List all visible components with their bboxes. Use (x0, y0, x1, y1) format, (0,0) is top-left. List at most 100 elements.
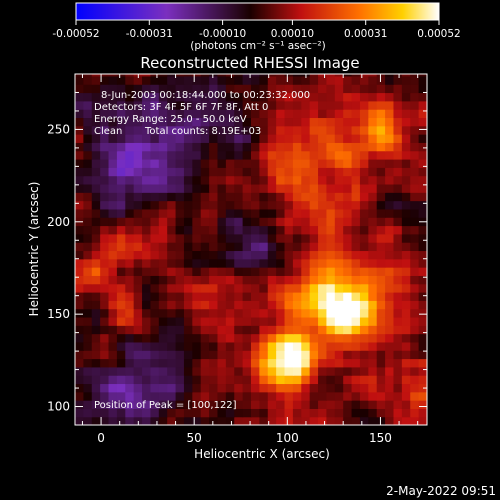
heatmap-cell (284, 350, 294, 360)
heatmap-cell (318, 175, 328, 185)
heatmap-cell (234, 267, 244, 276)
heatmap-cell (309, 383, 319, 393)
heatmap-cell (309, 75, 319, 85)
heatmap-cell (334, 109, 344, 119)
heatmap-cell (150, 158, 160, 168)
heatmap-cell (259, 217, 269, 227)
heatmap-cell (167, 242, 177, 252)
heatmap-cell (234, 341, 244, 351)
heatmap-cell (225, 84, 235, 94)
heatmap-cell (401, 300, 411, 310)
heatmap-cell (376, 125, 386, 135)
heatmap-cell (192, 117, 202, 127)
heatmap-cell (116, 383, 126, 393)
heatmap-cell (318, 408, 328, 418)
heatmap-cell (108, 258, 118, 268)
heatmap-cell (368, 400, 378, 409)
heatmap-cell (108, 308, 118, 318)
heatmap-cell (301, 333, 311, 343)
heatmap-cell (133, 75, 143, 85)
heatmap-cell (292, 267, 302, 276)
heatmap-cell (158, 366, 168, 376)
heatmap-cell (192, 283, 202, 293)
heatmap-cell (209, 400, 219, 409)
heatmap-cell (200, 258, 210, 268)
heatmap-cell (343, 350, 353, 360)
heatmap-cell (225, 366, 235, 376)
heatmap-cell (267, 142, 277, 152)
heatmap-cell (108, 333, 118, 343)
heatmap-cell (234, 391, 244, 401)
heatmap-cell (410, 308, 420, 318)
heatmap-cell (100, 217, 110, 227)
heatmap-cell (200, 217, 210, 227)
heatmap-cell (359, 75, 369, 85)
heatmap-cell (242, 167, 252, 177)
heatmap-cell (167, 316, 177, 326)
heatmap-cell (133, 134, 143, 143)
heatmap-cell (83, 283, 93, 293)
heatmap-cell (242, 208, 252, 218)
heatmap-cell (150, 300, 160, 310)
heatmap-cell (318, 109, 328, 119)
heatmap-cell (267, 134, 277, 143)
heatmap-cell (309, 308, 319, 318)
heatmap-cell (217, 92, 227, 102)
heatmap-cell (133, 208, 143, 218)
heatmap-cell (209, 416, 219, 425)
heatmap-cell (83, 366, 93, 376)
heatmap-cell (276, 291, 286, 301)
heatmap-cell (175, 333, 185, 343)
heatmap-cell (292, 350, 302, 360)
heatmap-cell (75, 167, 84, 177)
heatmap-cell (401, 408, 411, 418)
heatmap-cell (326, 125, 336, 135)
heatmap-cell (75, 391, 84, 401)
heatmap-cell (192, 375, 202, 385)
heatmap-cell (200, 358, 210, 368)
heatmap-cell (259, 125, 269, 135)
heatmap-cell (385, 208, 395, 218)
heatmap-cell (108, 300, 118, 310)
heatmap-cell (267, 408, 277, 418)
heatmap-cell (234, 350, 244, 360)
heatmap-cell (267, 283, 277, 293)
heatmap-cell (175, 142, 185, 152)
heatmap-cell (200, 375, 210, 385)
heatmap-cell (142, 84, 152, 94)
heatmap-cell (368, 275, 378, 285)
heatmap-cell (116, 217, 126, 227)
heatmap-cell (418, 74, 427, 77)
heatmap-cell (334, 225, 344, 235)
heatmap-cell (234, 125, 244, 135)
heatmap-cell (142, 192, 152, 202)
heatmap-cell (267, 250, 277, 260)
heatmap-cell (91, 391, 101, 401)
heatmap-cell (376, 267, 386, 276)
heatmap-cell (326, 400, 336, 409)
heatmap-cell (359, 366, 369, 376)
heatmap-cell (343, 275, 353, 285)
heatmap-cell (125, 242, 135, 252)
heatmap-cell (334, 84, 344, 94)
heatmap-cell (192, 258, 202, 268)
heatmap-cell (142, 350, 152, 360)
heatmap-cell (276, 316, 286, 326)
heatmap-cell (418, 250, 427, 260)
heatmap-cell (326, 275, 336, 285)
heatmap-cell (368, 225, 378, 235)
heatmap-cell (334, 267, 344, 276)
heatmap-cell (183, 400, 193, 409)
heatmap-cell (91, 158, 101, 168)
heatmap-cell (326, 250, 336, 260)
heatmap-cell (142, 125, 152, 135)
heatmap-cell (142, 308, 152, 318)
heatmap-cell (167, 350, 177, 360)
heatmap-cell (125, 391, 135, 401)
heatmap-cell (167, 341, 177, 351)
heatmap-cell (284, 208, 294, 218)
heatmap-cell (108, 150, 118, 160)
heatmap-cell (83, 75, 93, 85)
heatmap-cell (108, 125, 118, 135)
heatmap-cell (251, 400, 260, 409)
